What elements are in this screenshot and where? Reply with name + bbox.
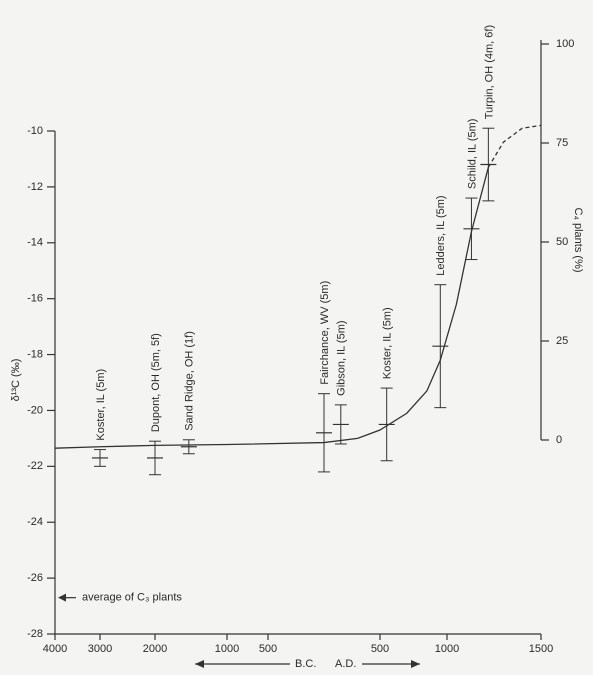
y2-axis-label: C₄ plants (%) — [572, 207, 584, 272]
y2-tick-label: 0 — [556, 434, 562, 446]
y-tick-label: -14 — [27, 237, 43, 249]
point-label: Turpin, OH (4m, 6f) — [483, 25, 495, 119]
x-tick-label: 500 — [371, 643, 389, 655]
point-label: Sand Ridge, OH (1f) — [184, 331, 196, 431]
x-tick-label: 1000 — [435, 643, 459, 655]
y-axis-label: δ¹³C (‰) — [10, 359, 22, 402]
y-tick-label: -10 — [27, 125, 43, 137]
trend-curve-extrapolated — [487, 124, 542, 168]
y-tick-label: -18 — [27, 348, 43, 360]
y2-tick-label: 50 — [556, 236, 568, 248]
y-tick-label: -16 — [27, 293, 43, 305]
x-tick-label: 500 — [259, 643, 277, 655]
x-tick-label: 3000 — [88, 643, 112, 655]
x-tick-label: 1500 — [529, 643, 553, 655]
era-label: B.C. — [295, 658, 316, 670]
point-label: Fairchance, WV (5m) — [319, 281, 331, 385]
x-tick-label: 4000 — [43, 643, 67, 655]
c3-label: average of C₃ plants — [82, 592, 182, 604]
y2-tick-label: 25 — [556, 335, 568, 347]
era-label: A.D. — [335, 658, 356, 670]
y2-tick-label: 75 — [556, 137, 568, 149]
y2-tick-label: 100 — [556, 38, 574, 50]
ad-arrow-head — [411, 660, 420, 668]
y-tick-label: -12 — [27, 181, 43, 193]
point-label: Schild, IL (5m) — [466, 119, 478, 190]
trend-curve — [54, 167, 489, 449]
x-tick-label: 2000 — [143, 643, 167, 655]
x-tick-label: 1000 — [215, 643, 239, 655]
bc-arrow-head — [195, 660, 204, 668]
point-label: Koster, IL (5m) — [382, 307, 394, 379]
point-label: Gibson, IL (5m) — [336, 320, 348, 395]
point-label: Koster, IL (5m) — [95, 369, 107, 441]
y-tick-label: -24 — [27, 516, 43, 528]
y-tick-label: -22 — [27, 460, 43, 472]
y-tick-label: -20 — [27, 404, 43, 416]
point-label: Ledders, IL (5m) — [435, 195, 447, 275]
y-tick-label: -26 — [27, 572, 43, 584]
point-label: Dupont, OH (5m, 5f) — [150, 333, 162, 432]
c3-arrow-head — [58, 593, 66, 602]
y-tick-label: -28 — [27, 628, 43, 640]
